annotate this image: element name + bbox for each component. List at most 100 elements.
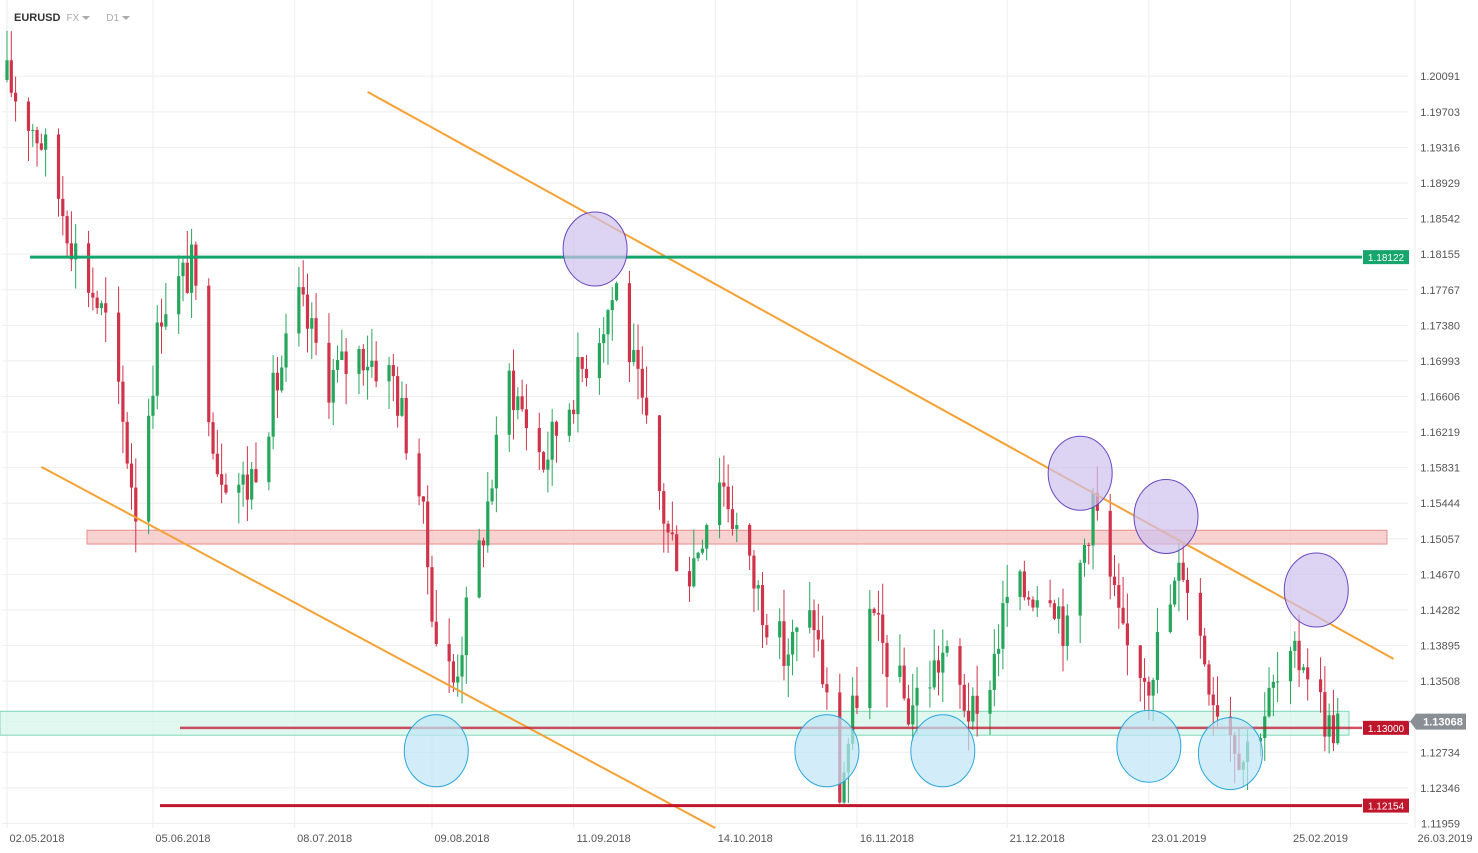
candle-down	[56, 134, 61, 199]
price-level-label: 1.18122	[1368, 253, 1405, 264]
price-tick-label: 1.15057	[1420, 534, 1460, 546]
candle-down	[821, 639, 825, 685]
price-tick-label: 1.16219	[1420, 427, 1460, 439]
candle-up	[1155, 632, 1160, 680]
candle-down	[207, 285, 211, 423]
candle-down	[1211, 694, 1215, 706]
candle-down	[481, 540, 486, 546]
candle-down	[396, 376, 400, 416]
support-touch-marker	[1116, 709, 1182, 783]
price-tick-label: 1.16993	[1420, 356, 1460, 368]
candle-down	[1203, 635, 1207, 665]
candle-up	[5, 60, 9, 80]
candle-down	[224, 484, 228, 493]
candle-down	[670, 532, 674, 535]
candle-up	[365, 366, 370, 371]
candle-down	[657, 415, 662, 492]
date-tick-label: 23.01.2019	[1151, 833, 1206, 845]
chevron-down-icon	[122, 16, 131, 20]
date-tick-label: 25.02.2019	[1293, 833, 1348, 845]
candle-up	[241, 474, 245, 485]
price-zone	[0, 710, 1350, 736]
candle-up	[610, 300, 614, 311]
candle-up	[250, 469, 254, 500]
candle-up	[271, 372, 275, 437]
candle-down	[104, 303, 108, 313]
candle-down	[86, 243, 91, 293]
candle-up	[941, 652, 945, 673]
candle-down	[726, 486, 730, 510]
price-tick-label: 1.18542	[1420, 214, 1460, 226]
candle-up	[335, 359, 340, 371]
candle-up	[700, 548, 705, 553]
candle-down	[211, 422, 215, 454]
candle-up	[546, 459, 550, 470]
candle-down	[327, 342, 331, 403]
candle-up	[237, 484, 241, 493]
candle-up	[1267, 687, 1271, 717]
candle-up	[164, 314, 168, 327]
candle-down	[305, 294, 310, 329]
candle-down	[730, 509, 735, 529]
candle-up	[576, 357, 580, 415]
candle-up	[1035, 600, 1039, 608]
candle-up	[1271, 681, 1275, 688]
symbol-label[interactable]: EURUSD	[14, 12, 61, 24]
candle-down	[782, 621, 786, 666]
candle-up	[1288, 650, 1293, 682]
candle-down	[39, 143, 43, 150]
candle-up	[151, 395, 155, 416]
candle-up	[898, 665, 902, 677]
candle-down	[902, 665, 906, 699]
candle-down	[1052, 603, 1057, 619]
price-level-label: 1.13000	[1368, 724, 1405, 735]
price-tick-label: 1.19703	[1420, 107, 1460, 119]
candle-up	[494, 434, 498, 489]
candle-down	[872, 608, 876, 614]
price-tick-label: 1.19316	[1420, 142, 1460, 154]
date-tick-label: 08.07.2018	[297, 833, 352, 845]
timeframe-selector[interactable]: D1	[106, 12, 131, 24]
candle-up	[1301, 667, 1305, 671]
candle-down	[13, 92, 18, 102]
candle-down	[687, 571, 692, 587]
candle-down	[855, 695, 859, 709]
candle-down	[812, 610, 816, 631]
candle-down	[1185, 579, 1190, 593]
support-touch-marker	[1197, 717, 1263, 791]
candle-up	[756, 585, 760, 589]
candle-up	[1293, 640, 1297, 651]
candle-down	[675, 534, 679, 572]
timeframe-label: D1	[106, 12, 120, 24]
date-tick-label: 14.10.2018	[718, 833, 773, 845]
candle-up	[297, 287, 301, 334]
price-level-label: 1.12154	[1368, 802, 1405, 813]
candle-down	[1138, 645, 1142, 678]
price-level-tag	[1363, 720, 1409, 735]
candle-down	[816, 630, 820, 640]
price-axis[interactable]: 1.20091 1.19703 1.19316 1.18929 1.18542 1.181…	[1420, 71, 1460, 830]
candle-down	[1142, 677, 1147, 682]
candle-down	[666, 523, 670, 533]
candle-up	[911, 705, 915, 725]
highlight-circles	[403, 211, 1349, 791]
candle-down	[391, 365, 395, 377]
market-label: FX	[66, 12, 80, 24]
market-selector[interactable]: FX	[66, 12, 91, 24]
candle-up	[387, 365, 391, 382]
price-tick-label: 1.13895	[1420, 641, 1460, 653]
support-touch-marker	[403, 714, 469, 788]
candle-down	[640, 368, 644, 398]
candle-up	[1091, 492, 1095, 546]
candle-up	[155, 322, 159, 396]
candlestick-series	[5, 30, 1340, 804]
candle-down	[129, 463, 134, 488]
time-axis[interactable]: 02.05.2018 05.06.2018 08.07.2018 09.08.2018…	[9, 833, 1472, 845]
candle-down	[1121, 607, 1125, 624]
trendline	[367, 91, 1395, 660]
candle-down	[627, 283, 632, 363]
candle-up	[181, 262, 185, 277]
trendlines	[40, 91, 1395, 829]
price-tick-label: 1.14670	[1420, 569, 1460, 581]
